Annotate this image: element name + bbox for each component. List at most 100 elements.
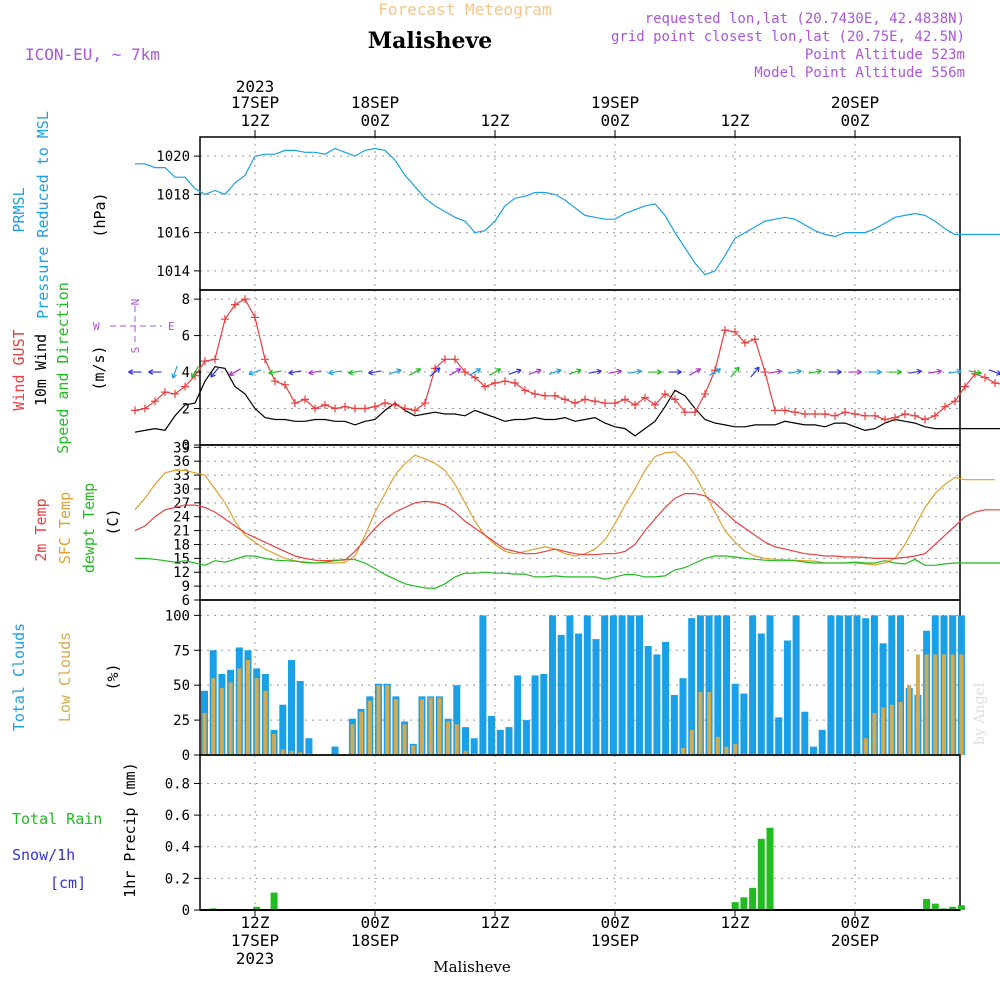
cloud-ytick-label: 50: [173, 678, 190, 694]
cloud-total-bar: [653, 654, 661, 755]
cloud-low-bar: [263, 690, 268, 755]
temp-ytick-label: 30: [173, 482, 190, 498]
temp-ytick-label: 9: [182, 579, 190, 595]
cloud-total-bar: [749, 615, 757, 755]
cloud-total-bar: [305, 738, 313, 755]
cloud-total-bar: [453, 685, 461, 755]
cloud-total-bar: [783, 640, 791, 755]
wind-gust-marker: [571, 399, 579, 408]
pressure-label-prmsl: PRMSL: [10, 187, 28, 232]
cloud-total-bar: [879, 643, 887, 755]
wind-gust-marker: [311, 404, 319, 413]
precip-ytick-label: 0.2: [165, 871, 190, 887]
wind-direction-arrow: [588, 368, 602, 375]
rain-bar: [757, 838, 765, 910]
cloud-ytick-label: 100: [165, 608, 190, 624]
top-time-label: 00Z: [361, 111, 390, 130]
precip-ytick-label: 0: [182, 903, 190, 919]
compass-e: E: [168, 320, 175, 333]
wind-direction-arrow: [508, 368, 522, 375]
wind-compass: N S W E: [93, 299, 175, 354]
wind-gust-marker: [601, 399, 609, 408]
wind-gust-marker: [501, 377, 509, 386]
cloud-low-bar: [950, 654, 955, 755]
wind-gust-marker: [771, 406, 779, 415]
precip-label-snow-unit: [cm]: [50, 874, 86, 892]
wind-gust-marker: [901, 410, 909, 418]
header-model: ICON-EU, ~ 7km: [25, 45, 160, 64]
wind-gust-marker: [221, 315, 229, 324]
cloud-low-bar: [298, 752, 303, 755]
precip-label-axis: 1hr Precip (mm): [121, 762, 139, 897]
wind-gust-marker: [531, 389, 539, 398]
wind-gust-marker: [351, 404, 359, 413]
wind-label-dir: Speed and Direction: [54, 282, 72, 454]
cloud-low-bar: [420, 699, 424, 755]
bottom-time-label: 2023: [236, 949, 275, 968]
pressure-label-long: Pressure Reduced to MSL: [34, 111, 52, 319]
precip-ytick-label: 0.8: [165, 776, 190, 792]
bottom-time-label: 12Z: [241, 913, 270, 932]
cloud-total-bar: [688, 618, 696, 755]
cloud-low-bar: [454, 724, 459, 755]
cloud-low-bar: [219, 687, 224, 755]
rain-bar: [766, 827, 774, 910]
wind-gust-marker: [401, 404, 409, 413]
cloud-total-bar: [549, 615, 556, 755]
precip-ytick-label: 0.4: [165, 840, 190, 856]
cloud-low-bar: [376, 685, 381, 755]
top-time-label: 12Z: [481, 111, 510, 130]
cloud-total-bar: [731, 683, 739, 755]
wind-gust-marker: [131, 406, 139, 415]
wind-gust-marker: [891, 413, 899, 422]
top-time-label: 12Z: [241, 111, 270, 130]
cloud-low-bar: [202, 713, 207, 755]
cloud-total-bar: [679, 678, 687, 755]
cloud-ytick-label: 25: [173, 713, 190, 729]
cloud-low-bar: [924, 654, 929, 755]
precip-ytick-label: 0.6: [165, 808, 190, 824]
cloud-low-bar: [689, 729, 694, 755]
cloud-total-bar: [505, 727, 513, 755]
temp-2m-line: [134, 493, 1000, 562]
cloud-low-bar: [933, 654, 938, 755]
bottom-time-label: 00Z: [601, 913, 630, 932]
wind-gust-marker: [931, 411, 939, 420]
cloud-low-bar: [254, 678, 259, 755]
wind-direction-arrow: [568, 368, 582, 375]
cloud-low-bar: [898, 701, 903, 755]
cloud-total-bar: [757, 633, 765, 755]
cloud-total-bar: [766, 615, 774, 755]
rain-bar: [957, 905, 965, 910]
wind-gust-marker: [261, 355, 269, 364]
wind-gust-marker: [951, 397, 959, 406]
wind-gust-marker: [331, 404, 339, 413]
wind-direction-arrow: [628, 368, 642, 375]
cloud-total-bar: [705, 615, 713, 755]
header-point-alt: Point Altitude 523m: [805, 47, 965, 63]
wind-direction-arrow: [228, 368, 241, 376]
wind-gust-marker: [321, 400, 329, 409]
cloud-total-bar: [775, 717, 783, 755]
temp-label-dew: dewpt Temp: [80, 483, 98, 573]
wind-gust-marker: [641, 393, 649, 402]
wind-gust-marker: [691, 408, 699, 417]
wind-gust-marker: [671, 395, 679, 404]
temp-label-sfc: SFC Temp: [56, 492, 74, 564]
cloud-low-bar: [681, 748, 685, 755]
header-requested: requested lon,lat (20.7430E, 42.4838N): [645, 11, 965, 27]
cloud-total-bar: [696, 615, 704, 755]
cloud-low-bar: [428, 697, 433, 755]
wind-direction-arrow: [768, 368, 782, 375]
wind-gust-marker: [611, 399, 619, 408]
wind-panel: 0 2 4 6 8: [128, 289, 1000, 454]
precip-label-snow: Snow/1h: [12, 846, 75, 864]
bottom-time-label: 12Z: [721, 913, 750, 932]
rain-bar: [931, 903, 939, 910]
bottom-time-label: 12Z: [481, 913, 510, 932]
wind-direction-arrow: [148, 369, 162, 375]
cloud-total-bar: [827, 615, 835, 755]
bottom-time-label: 17SEP: [231, 931, 279, 950]
cloud-total-bar: [662, 641, 670, 755]
